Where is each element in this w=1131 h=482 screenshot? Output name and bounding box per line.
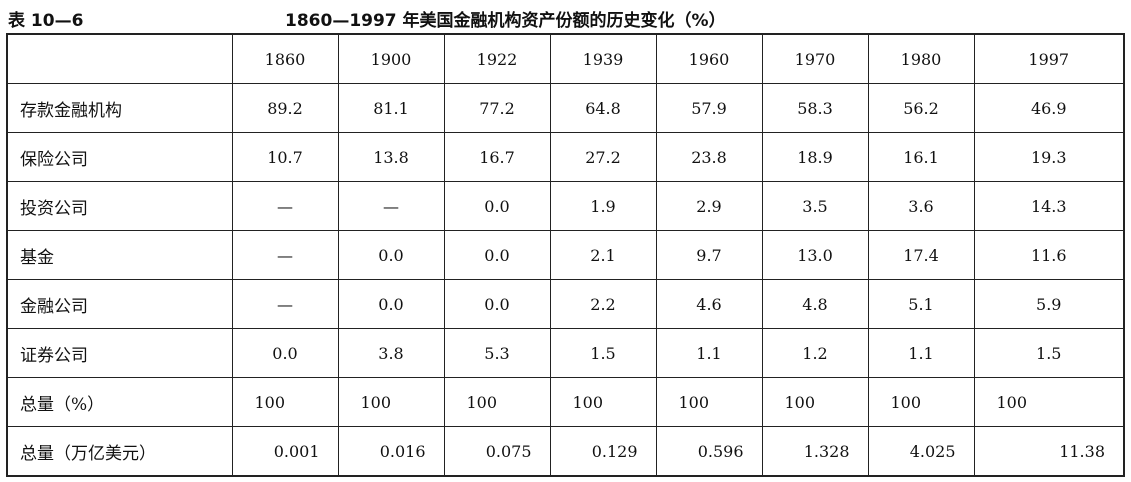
table-cell: 11.6: [973, 230, 1125, 280]
table-cell: 4.8: [761, 279, 869, 329]
row-label: 金融公司: [6, 279, 233, 329]
table-cell: 2.1: [549, 230, 657, 280]
year-header: 1922: [443, 33, 551, 84]
table-cell: 81.1: [337, 83, 445, 133]
table-row: 金融公司 — 0.0 0.0 2.2 4.6 4.8 5.1 5.9: [6, 279, 1125, 329]
table-cell: 1.1: [867, 328, 975, 378]
table-cell: 16.1: [867, 132, 975, 182]
corner-cell: [6, 33, 233, 84]
table-cell: 0.0: [337, 230, 445, 280]
table-title: 1860—1997 年美国金融机构资产份额的历史变化（%）: [285, 11, 726, 31]
table-cell: 57.9: [655, 83, 763, 133]
table-cell: 46.9: [973, 83, 1125, 133]
table-cell: 0.0: [231, 328, 339, 378]
table-cell: 27.2: [549, 132, 657, 182]
table-cell: 10.7: [231, 132, 339, 182]
table-cell: 14.3: [973, 181, 1125, 231]
table-cell: 1.328: [761, 426, 869, 477]
table-cell: —: [337, 181, 445, 231]
table-cell: 17.4: [867, 230, 975, 280]
table-cell: 13.0: [761, 230, 869, 280]
table-cell: 100: [337, 377, 445, 427]
table-header: 表 10—6 1860—1997 年美国金融机构资产份额的历史变化（%）: [0, 4, 1131, 32]
year-header: 1860: [231, 33, 339, 84]
table-cell: —: [231, 230, 339, 280]
table-cell: 19.3: [973, 132, 1125, 182]
table-cell: 1.5: [549, 328, 657, 378]
table-cell: 16.7: [443, 132, 551, 182]
table-cell: 4.6: [655, 279, 763, 329]
table-cell: 100: [761, 377, 869, 427]
table-cell: 1.1: [655, 328, 763, 378]
row-label: 投资公司: [6, 181, 233, 231]
table-row: 基金 — 0.0 0.0 2.1 9.7 13.0 17.4 11.6: [6, 230, 1125, 280]
row-label: 基金: [6, 230, 233, 280]
table-cell: 100: [655, 377, 763, 427]
year-header: 1960: [655, 33, 763, 84]
table-cell: 0.0: [443, 279, 551, 329]
table-cell: 3.5: [761, 181, 869, 231]
table-cell: 11.38: [973, 426, 1125, 477]
year-header: 1980: [867, 33, 975, 84]
row-label: 总量（%）: [6, 377, 233, 427]
row-label: 总量（万亿美元）: [6, 426, 233, 477]
table-cell: 5.9: [973, 279, 1125, 329]
table-cell: 0.016: [337, 426, 445, 477]
table-cell: 3.6: [867, 181, 975, 231]
table-cell: 1.2: [761, 328, 869, 378]
table-cell: 2.9: [655, 181, 763, 231]
year-header: 1997: [973, 33, 1125, 84]
table-row: 保险公司 10.7 13.8 16.7 27.2 23.8 18.9 16.1 …: [6, 132, 1125, 182]
table-cell: 0.129: [549, 426, 657, 477]
year-header: 1939: [549, 33, 657, 84]
table-cell: 3.8: [337, 328, 445, 378]
table-row: 存款金融机构 89.2 81.1 77.2 64.8 57.9 58.3 56.…: [6, 83, 1125, 133]
table-cell: 100: [443, 377, 551, 427]
row-label: 存款金融机构: [6, 83, 233, 133]
table-cell: 0.0: [443, 230, 551, 280]
table-cell: 58.3: [761, 83, 869, 133]
table-cell: 89.2: [231, 83, 339, 133]
header-row: 1860 1900 1922 1939 1960 1970 1980 1997: [6, 33, 1125, 84]
table-cell: 23.8: [655, 132, 763, 182]
table-cell: 1.5: [973, 328, 1125, 378]
table-cell: 0.0: [337, 279, 445, 329]
table-cell: 9.7: [655, 230, 763, 280]
table-cell: 2.2: [549, 279, 657, 329]
table-cell: 18.9: [761, 132, 869, 182]
table-cell: 77.2: [443, 83, 551, 133]
table-row: 总量（万亿美元） 0.001 0.016 0.075 0.129 0.596 1…: [6, 426, 1125, 477]
table-row: 证券公司 0.0 3.8 5.3 1.5 1.1 1.2 1.1 1.5: [6, 328, 1125, 378]
table-cell: 0.596: [655, 426, 763, 477]
table-cell: 64.8: [549, 83, 657, 133]
table-cell: 1.9: [549, 181, 657, 231]
table-row: 投资公司 — — 0.0 1.9 2.9 3.5 3.6 14.3: [6, 181, 1125, 231]
table-cell: 100: [867, 377, 975, 427]
table-cell: 0.001: [231, 426, 339, 477]
table-cell: 5.1: [867, 279, 975, 329]
asset-share-table: 1860 1900 1922 1939 1960 1970 1980 1997 …: [6, 33, 1125, 477]
year-header: 1900: [337, 33, 445, 84]
table-cell: 100: [549, 377, 657, 427]
table-cell: —: [231, 279, 339, 329]
table-cell: 13.8: [337, 132, 445, 182]
table-cell: 4.025: [867, 426, 975, 477]
table-row: 总量（%） 100 100 100 100 100 100 100 100: [6, 377, 1125, 427]
table-number: 表 10—6: [8, 11, 84, 31]
table-cell: 100: [973, 377, 1125, 427]
table-cell: 56.2: [867, 83, 975, 133]
row-label: 证券公司: [6, 328, 233, 378]
table-cell: 0.0: [443, 181, 551, 231]
table-cell: 100: [231, 377, 339, 427]
row-label: 保险公司: [6, 132, 233, 182]
year-header: 1970: [761, 33, 869, 84]
table-cell: 5.3: [443, 328, 551, 378]
table-cell: —: [231, 181, 339, 231]
table-cell: 0.075: [443, 426, 551, 477]
